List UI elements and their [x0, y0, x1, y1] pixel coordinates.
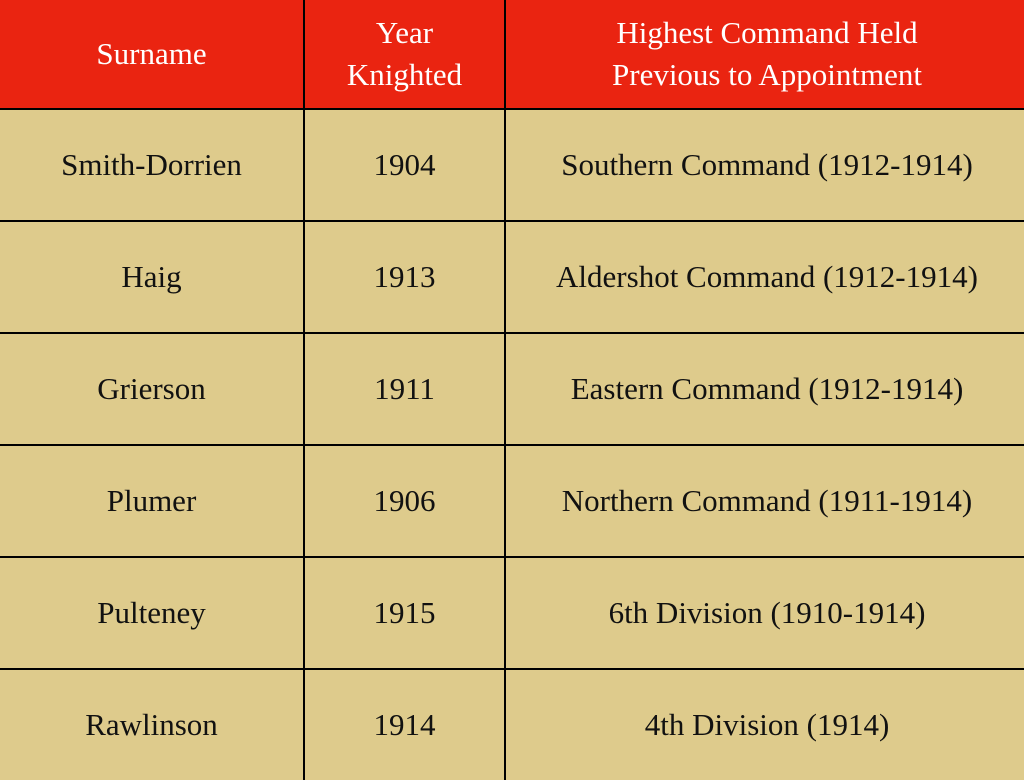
table-cell-surname: Haig: [0, 222, 303, 332]
table-cell-command: 6th Division (1910-1914): [506, 558, 1024, 668]
table-cell-command: Aldershot Command (1912-1914): [506, 222, 1024, 332]
table-cell-surname: Smith-Dorrien: [0, 110, 303, 220]
table-cell-year: 1914: [305, 670, 504, 780]
table-cell-year: 1913: [305, 222, 504, 332]
header-highest-command: Highest Command Held Previous to Appoint…: [506, 0, 1024, 108]
table-cell-surname: Pulteney: [0, 558, 303, 668]
table-cell-year: 1915: [305, 558, 504, 668]
table-cell-command: 4th Division (1914): [506, 670, 1024, 780]
header-surname: Surname: [0, 0, 303, 108]
table-cell-year: 1906: [305, 446, 504, 556]
table-cell-command: Southern Command (1912-1914): [506, 110, 1024, 220]
header-year-knighted: Year Knighted: [305, 0, 504, 108]
table-cell-year: 1911: [305, 334, 504, 444]
table-cell-surname: Grierson: [0, 334, 303, 444]
table-cell-command: Eastern Command (1912-1914): [506, 334, 1024, 444]
table-cell-command: Northern Command (1911-1914): [506, 446, 1024, 556]
table-cell-year: 1904: [305, 110, 504, 220]
table-cell-surname: Plumer: [0, 446, 303, 556]
table-cell-surname: Rawlinson: [0, 670, 303, 780]
